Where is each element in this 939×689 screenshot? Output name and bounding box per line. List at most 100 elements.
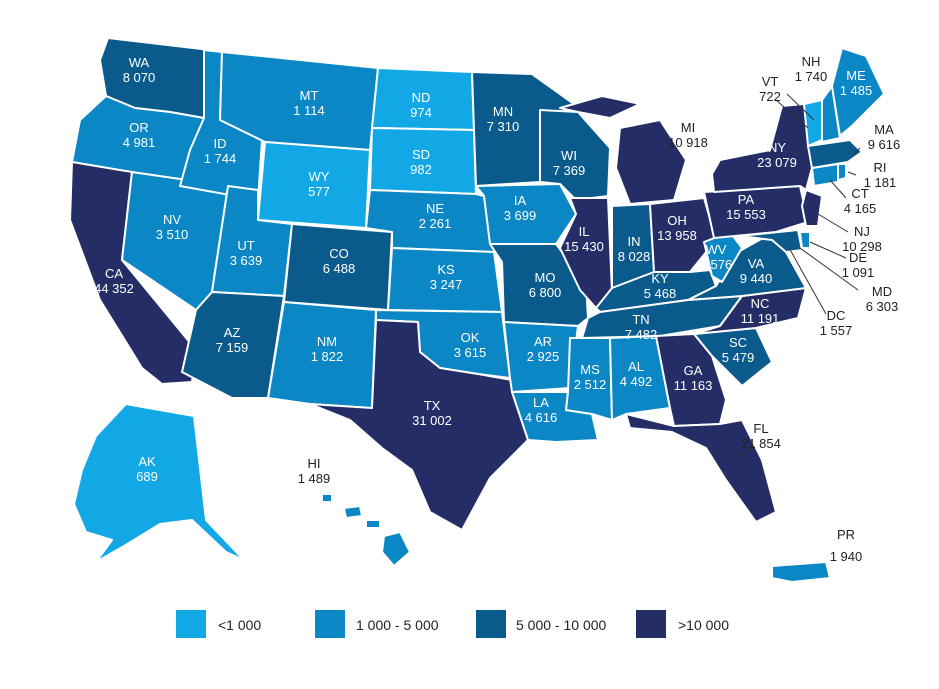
label-or: OR 4 981	[123, 120, 156, 150]
state-NY	[711, 103, 813, 193]
state-shapes	[69, 37, 885, 583]
state-TX	[309, 319, 529, 531]
label-il: IL 15 430	[564, 224, 604, 254]
label-ct: CT 4 165	[844, 186, 877, 216]
label-ga: GA 11 163	[674, 363, 713, 393]
leader-nj	[817, 213, 849, 233]
label-leaders	[647, 93, 861, 457]
label-nc: NC 11 191	[741, 296, 780, 326]
leader-vt	[775, 99, 809, 129]
state-HI-1	[321, 493, 333, 503]
label-ok: OK 3 615	[454, 330, 487, 360]
label-la: LA 4 616	[525, 395, 558, 425]
leader-fl	[739, 447, 753, 457]
label-ks: KS 3 247	[430, 262, 463, 292]
label-nh: NH 1 740	[795, 54, 828, 84]
label-tn: TN 7 482	[625, 312, 658, 342]
label-ky: KY 5 468	[644, 271, 677, 301]
state-AL	[609, 335, 671, 421]
state-MA	[807, 139, 863, 169]
leader-de	[809, 241, 847, 259]
label-me: ME 1 485	[840, 68, 873, 98]
label-pa: PA 15 553	[726, 192, 766, 222]
label-wi: WI 7 369	[553, 148, 586, 178]
label-pr: PR 1 940	[830, 527, 863, 564]
legend-label-gt10000: >10 000	[678, 617, 729, 633]
label-ms: MS 2 512	[574, 362, 607, 392]
legend-swatch-lt1000	[176, 610, 206, 638]
label-nj: NJ 10 298	[842, 224, 882, 254]
label-wa: WA 8 070	[123, 55, 156, 85]
state-NJ	[801, 189, 823, 227]
label-ny: NY 23 079	[757, 140, 797, 170]
state-MD	[739, 229, 803, 253]
label-az: AZ 7 159	[216, 325, 249, 355]
legend-swatch-1000-5000	[315, 610, 345, 638]
legend-label-5000-10000: 5 000 - 10 000	[516, 617, 607, 633]
label-oh: OH 13 958	[657, 213, 697, 243]
state-AK	[73, 403, 245, 563]
label-ma: MA 9 616	[868, 122, 901, 152]
state-MI	[615, 119, 687, 205]
leader-mi	[647, 147, 673, 163]
label-ne: NE 2 261	[419, 201, 452, 231]
state-RI	[837, 163, 847, 181]
label-sc: SC 5 479	[722, 335, 755, 365]
leader-md	[799, 247, 859, 291]
label-nv: NV 3 510	[156, 212, 189, 242]
label-sd: SD 982	[410, 147, 432, 177]
label-nm: NM 1 822	[311, 334, 344, 364]
state-AR	[503, 321, 579, 393]
label-mo: MO 6 800	[529, 270, 562, 300]
state-OH	[649, 197, 717, 273]
label-ut: UT 3 639	[230, 238, 263, 268]
state-IL	[559, 197, 613, 309]
state-MI-upper	[559, 95, 641, 119]
label-md: MD 6 303	[866, 284, 899, 314]
state-labels: WA 8 070 OR 4 981 CA 44 352 ID 1 744 NV 3 510…	[94, 54, 900, 564]
label-ia: IA 3 699	[504, 193, 537, 223]
label-id: ID 1 744	[204, 136, 237, 166]
label-in: IN 8 028	[618, 234, 651, 264]
legend: <1 000 1 000 - 5 000 5 000 - 10 000 >10 …	[176, 610, 729, 638]
label-ar: AR 2 925	[527, 334, 560, 364]
label-wy: WY 577	[308, 169, 330, 199]
state-HI-4	[381, 531, 411, 567]
label-wv: WV 1 576	[700, 242, 733, 272]
label-mn: MN 7 310	[487, 104, 520, 134]
label-mt: MT 1 114	[293, 88, 325, 118]
state-NH	[821, 85, 841, 143]
state-PR	[771, 561, 831, 583]
state-HI-2	[343, 505, 363, 519]
label-hi: HI 1 489	[298, 456, 331, 486]
label-va: VA 9 440	[740, 256, 773, 286]
leader-ri	[847, 171, 857, 176]
legend-swatch-gt10000	[636, 610, 666, 638]
legend-label-lt1000: <1 000	[218, 617, 261, 633]
label-ak: AK 689	[136, 454, 158, 484]
state-VT	[803, 99, 823, 147]
label-vt: VT 722	[759, 74, 781, 104]
leader-ma	[853, 147, 861, 155]
label-de: DE 1 091	[842, 250, 875, 280]
state-ME	[831, 47, 885, 137]
leader-nh	[786, 93, 815, 121]
leader-dc	[787, 245, 827, 315]
label-nd: ND 974	[410, 90, 432, 120]
label-ca: CA 44 352	[94, 266, 134, 296]
state-HI-3	[365, 519, 381, 529]
legend-swatch-5000-10000	[476, 610, 506, 638]
state-VA	[687, 233, 807, 301]
label-mi: MI 10 918	[668, 120, 708, 150]
label-dc: DC 1 557	[820, 308, 853, 338]
label-co: CO 6 488	[323, 246, 356, 276]
label-al: AL 4 492	[620, 359, 653, 389]
label-ri: RI 1 181	[864, 160, 897, 190]
label-tx: TX 31 002	[412, 398, 452, 428]
legend-label-1000-5000: 1 000 - 5 000	[356, 617, 439, 633]
label-fl: FL 21 854	[741, 421, 781, 451]
leader-ct	[829, 179, 847, 199]
state-FL	[625, 413, 777, 523]
